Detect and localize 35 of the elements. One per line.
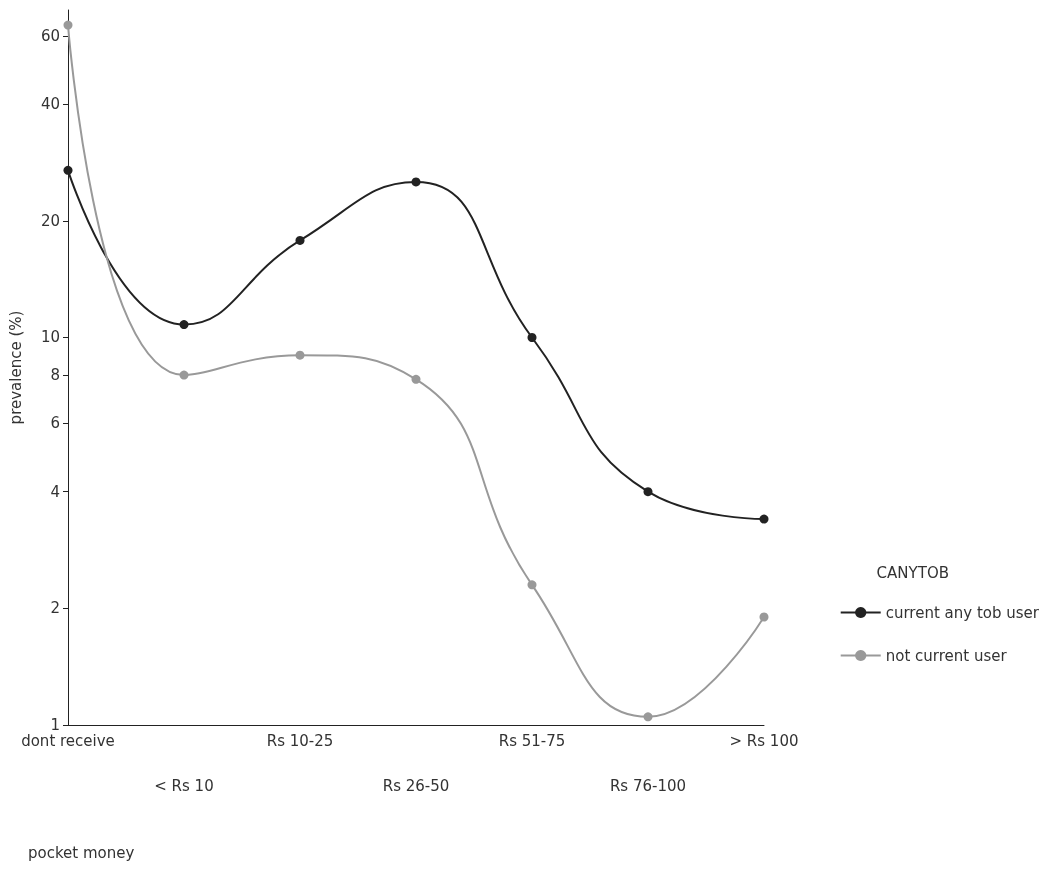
x-axis-title: pocket money xyxy=(28,843,135,862)
point xyxy=(179,370,189,380)
x-tick-label: Rs 10-25 xyxy=(266,731,334,750)
x-tick-label: dont receive xyxy=(21,731,115,750)
x-tick-label: Rs 26-50 xyxy=(382,776,450,795)
point xyxy=(411,177,421,187)
legend-title: CANYTOB xyxy=(876,563,950,582)
legend-label: not current user xyxy=(885,646,1008,665)
y-tick-label: 1 xyxy=(50,716,60,734)
y-tick-label: 60 xyxy=(40,26,60,45)
y-tick-label: 20 xyxy=(40,211,60,230)
y-tick-label: 4 xyxy=(50,482,60,501)
x-tick-label: > Rs 100 xyxy=(729,731,799,750)
point xyxy=(759,612,769,622)
point xyxy=(643,712,653,722)
y-tick-label: 40 xyxy=(40,95,60,114)
y-tick-label: 10 xyxy=(40,328,60,347)
point xyxy=(527,580,537,590)
x-tick-label: Rs 76-100 xyxy=(609,776,687,795)
x-tick-label: < Rs 10 xyxy=(154,776,214,795)
y-tick-label: 8 xyxy=(50,366,60,385)
point xyxy=(643,487,653,497)
legend-label: current any tob user xyxy=(885,603,1040,622)
point xyxy=(295,350,305,360)
point xyxy=(63,165,73,175)
y-axis-title: prevalence (%) xyxy=(6,310,25,425)
point xyxy=(411,374,421,384)
y-tick-label: 2 xyxy=(50,599,60,618)
point xyxy=(759,514,769,524)
point xyxy=(527,332,537,342)
point xyxy=(63,20,73,30)
point xyxy=(179,320,189,330)
y-tick-label: 6 xyxy=(50,414,60,433)
point xyxy=(295,235,305,245)
x-tick-label: Rs 51-75 xyxy=(498,731,566,750)
